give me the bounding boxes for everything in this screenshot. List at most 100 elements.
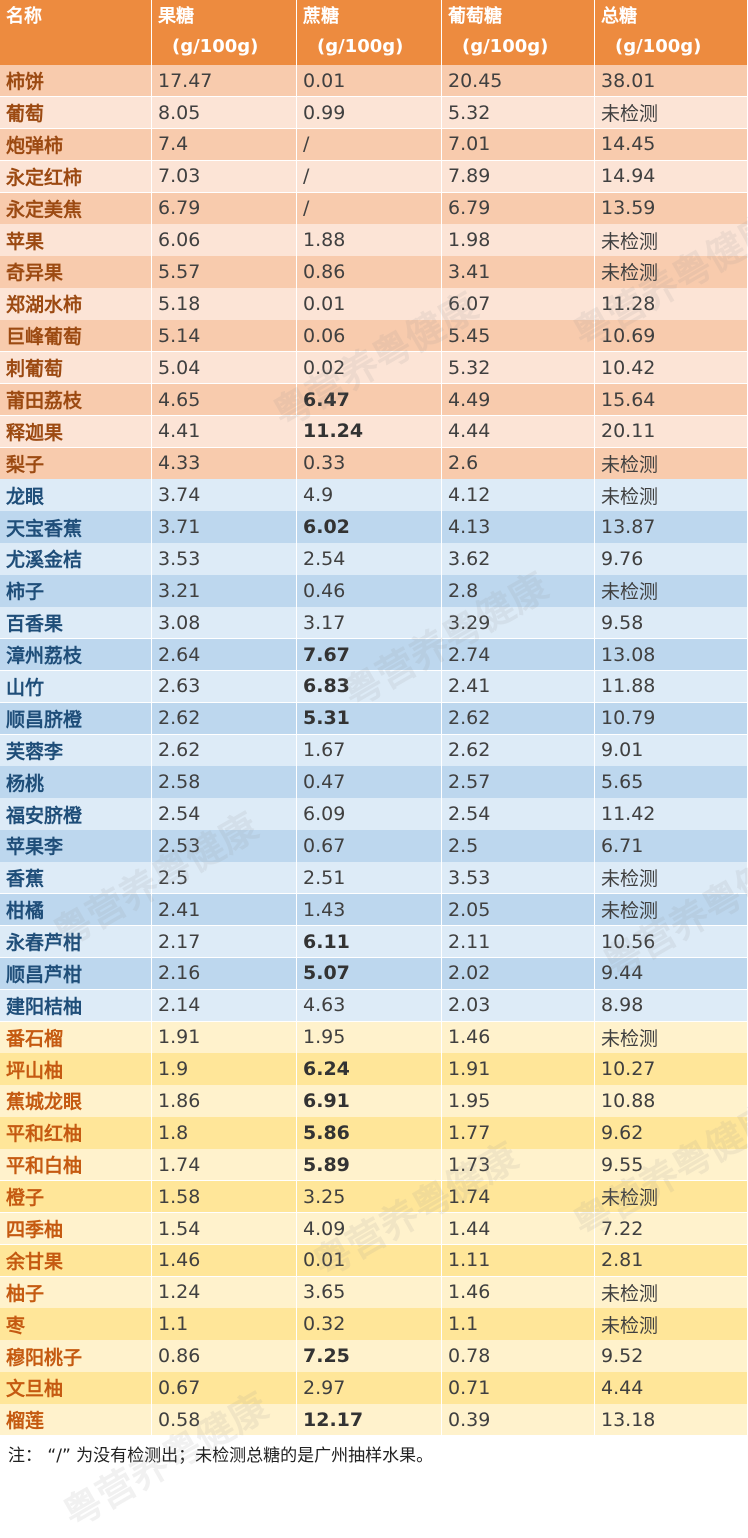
value-cell: 2.97: [297, 1372, 442, 1405]
value-cell: 20.45: [442, 65, 595, 98]
value-cell: 2.02: [442, 957, 595, 991]
value-cell: 11.42: [595, 798, 748, 831]
value-cell: 14.45: [595, 128, 748, 162]
fruit-name: 永定红柿: [0, 160, 152, 194]
value-cell: 13.59: [595, 192, 748, 225]
fruit-name: 顺昌脐橙: [0, 702, 152, 736]
value-cell: 0.86: [297, 256, 442, 289]
value-cell: 4.41: [152, 415, 297, 449]
fruit-name: 穆阳桃子: [0, 1340, 152, 1373]
fruit-name: 巨峰葡萄: [0, 320, 152, 353]
value-cell: 2.62: [442, 734, 595, 767]
fruit-name: 苹果: [0, 224, 152, 257]
value-cell: 4.09: [297, 1212, 442, 1246]
value-cell: 8.05: [152, 96, 297, 130]
fruit-name: 余甘果: [0, 1244, 152, 1278]
value-cell: 6.09: [297, 798, 442, 831]
value-cell: 11.24: [297, 415, 442, 449]
fruit-name: 文旦柚: [0, 1372, 152, 1405]
header-name: 蔗糖: [303, 6, 339, 27]
value-cell: 1.24: [152, 1276, 297, 1309]
value-cell: 6.24: [297, 1053, 442, 1086]
value-cell: 12.17: [297, 1404, 442, 1437]
value-cell: 11.28: [595, 288, 748, 321]
value-cell: 4.12: [442, 479, 595, 512]
value-cell: 0.47: [297, 766, 442, 799]
value-cell: 9.52: [595, 1340, 748, 1373]
value-cell: 14.94: [595, 160, 748, 194]
value-cell: 1.77: [442, 1117, 595, 1150]
value-cell: 2.58: [152, 766, 297, 799]
value-cell: 4.13: [442, 511, 595, 544]
fruit-name: 莆田荔枝: [0, 383, 152, 417]
value-cell: 0.58: [152, 1404, 297, 1437]
value-cell: 1.86: [152, 1085, 297, 1118]
value-cell: 3.08: [152, 607, 297, 640]
header-row: 名称 果糖 (g/100g) 蔗糖 (g/100g) 葡萄糖 (g/100g) 总糖 (g/10…: [0, 0, 748, 65]
value-cell: 2.14: [152, 989, 297, 1022]
value-cell: 2.8: [442, 575, 595, 608]
value-cell: 2.54: [442, 798, 595, 831]
fruit-name: 建阳桔柚: [0, 989, 152, 1022]
value-cell: 2.17: [152, 925, 297, 959]
value-cell: 1.11: [442, 1244, 595, 1278]
value-cell: 2.63: [152, 670, 297, 704]
value-cell: 2.41: [152, 893, 297, 927]
fruit-name: 芙蓉李: [0, 734, 152, 767]
value-cell: 10.69: [595, 320, 748, 353]
value-cell: 3.53: [442, 862, 595, 895]
value-cell: 7.25: [297, 1340, 442, 1373]
value-cell: 6.06: [152, 224, 297, 257]
value-cell: 2.5: [152, 862, 297, 895]
value-cell: 1.46: [442, 1021, 595, 1054]
value-cell: 5.45: [442, 320, 595, 353]
fruit-name: 柑橘: [0, 893, 152, 927]
fruit-name: 枣: [0, 1308, 152, 1341]
value-cell: 1.88: [297, 224, 442, 257]
value-cell: 13.87: [595, 511, 748, 544]
value-cell: 2.6: [442, 447, 595, 480]
value-cell: 7.4: [152, 128, 297, 162]
fruit-name: 顺昌芦柑: [0, 957, 152, 991]
value-cell: 0.32: [297, 1308, 442, 1341]
fruit-name: 榴莲: [0, 1404, 152, 1437]
fruit-name: 苹果李: [0, 830, 152, 863]
value-cell: 13.18: [595, 1404, 748, 1437]
value-cell: 0.71: [442, 1372, 595, 1405]
value-cell: 10.27: [595, 1053, 748, 1086]
header-cell: 蔗糖 (g/100g): [297, 0, 442, 65]
value-cell: 未检测: [595, 893, 748, 927]
fruit-name: 香蕉: [0, 862, 152, 895]
value-cell: 2.81: [595, 1244, 748, 1278]
value-cell: 38.01: [595, 65, 748, 98]
value-cell: 0.01: [297, 288, 442, 321]
value-cell: 7.89: [442, 160, 595, 194]
fruit-name: 百香果: [0, 607, 152, 640]
header-cell: 果糖 (g/100g): [152, 0, 297, 65]
value-cell: 1.74: [442, 1180, 595, 1214]
value-cell: 1.1: [152, 1308, 297, 1341]
value-cell: 3.71: [152, 511, 297, 544]
value-cell: 2.57: [442, 766, 595, 799]
value-cell: 0.86: [152, 1340, 297, 1373]
value-cell: 4.63: [297, 989, 442, 1022]
header-unit: (g/100g): [172, 36, 259, 57]
value-cell: 未检测: [595, 256, 748, 289]
value-cell: 未检测: [595, 1180, 748, 1214]
value-cell: 未检测: [595, 575, 748, 608]
value-cell: 2.5: [442, 830, 595, 863]
value-cell: 未检测: [595, 224, 748, 257]
value-cell: 9.62: [595, 1117, 748, 1150]
value-cell: 10.56: [595, 925, 748, 959]
value-cell: 0.46: [297, 575, 442, 608]
fruit-name: 平和白柚: [0, 1149, 152, 1182]
fruit-name: 刺葡萄: [0, 351, 152, 385]
value-cell: 1.95: [442, 1085, 595, 1118]
value-cell: 5.32: [442, 96, 595, 130]
value-cell: 未检测: [595, 862, 748, 895]
value-cell: 0.01: [297, 1244, 442, 1278]
value-cell: 9.55: [595, 1149, 748, 1182]
value-cell: 2.62: [152, 734, 297, 767]
value-cell: 11.88: [595, 670, 748, 704]
